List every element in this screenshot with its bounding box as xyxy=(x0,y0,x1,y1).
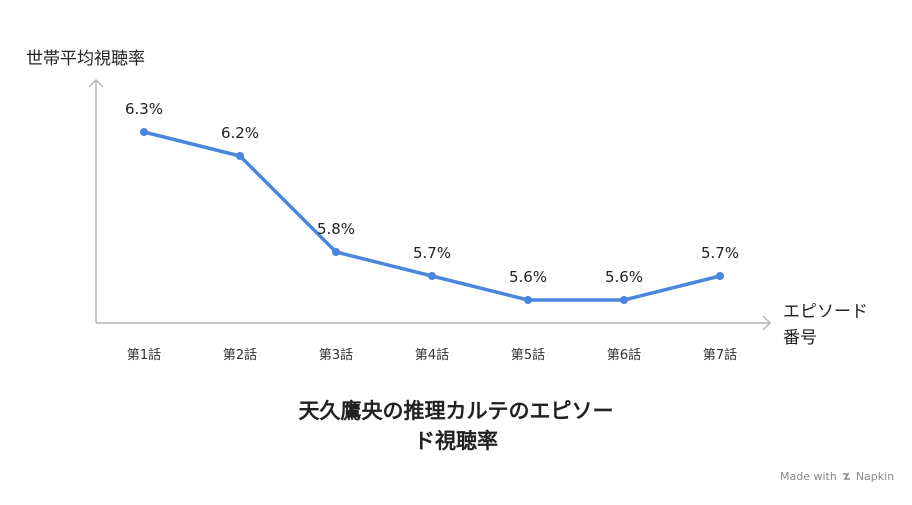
data-label: 5.6% xyxy=(605,268,643,286)
x-axis-label-line2: 番号 xyxy=(783,328,817,348)
y-axis-arrow xyxy=(88,78,104,88)
x-axis-label-line1: エピソード xyxy=(783,302,868,322)
data-point xyxy=(428,272,436,280)
data-point xyxy=(716,272,724,280)
x-tick-label: 第7話 xyxy=(703,347,737,363)
x-tick-label: 第2話 xyxy=(223,347,257,363)
data-point xyxy=(140,128,148,136)
brand-label: Napkin xyxy=(855,470,895,483)
data-point xyxy=(332,248,340,256)
data-point xyxy=(236,152,244,160)
x-tick-label: 第4話 xyxy=(415,347,449,363)
data-point xyxy=(524,296,532,304)
x-tick-label: 第3話 xyxy=(319,347,353,363)
data-label: 5.8% xyxy=(317,220,355,238)
made-with-badge: Made with Napkin xyxy=(780,470,894,483)
data-label: 5.7% xyxy=(701,244,739,262)
data-label: 6.2% xyxy=(221,124,259,142)
made-with-label: Made with xyxy=(780,470,837,483)
data-label: 5.6% xyxy=(509,268,547,286)
data-label: 5.7% xyxy=(413,244,451,262)
chart-title-line1: 天久鷹央の推理カルテのエピソー xyxy=(298,399,614,423)
napkin-logo-icon xyxy=(842,473,850,480)
chart-title: 天久鷹央の推理カルテのエピソー ド視聴率 xyxy=(206,396,706,456)
x-tick-label: 第5話 xyxy=(511,347,545,363)
chart-title-line2: ド視聴率 xyxy=(414,429,498,453)
x-tick-label: 第1話 xyxy=(127,347,161,363)
y-axis-label: 世帯平均視聴率 xyxy=(26,49,145,69)
x-tick-label: 第6話 xyxy=(607,347,641,363)
data-point xyxy=(620,296,628,304)
chart-marks: 6.3% 第1話 6.2% 第2話 5.8% 第3話 5.7% 第4話 5.6% 第5話 5.6% 第… xyxy=(125,100,739,363)
x-axis-arrow xyxy=(762,315,772,331)
data-label: 6.3% xyxy=(125,100,163,118)
